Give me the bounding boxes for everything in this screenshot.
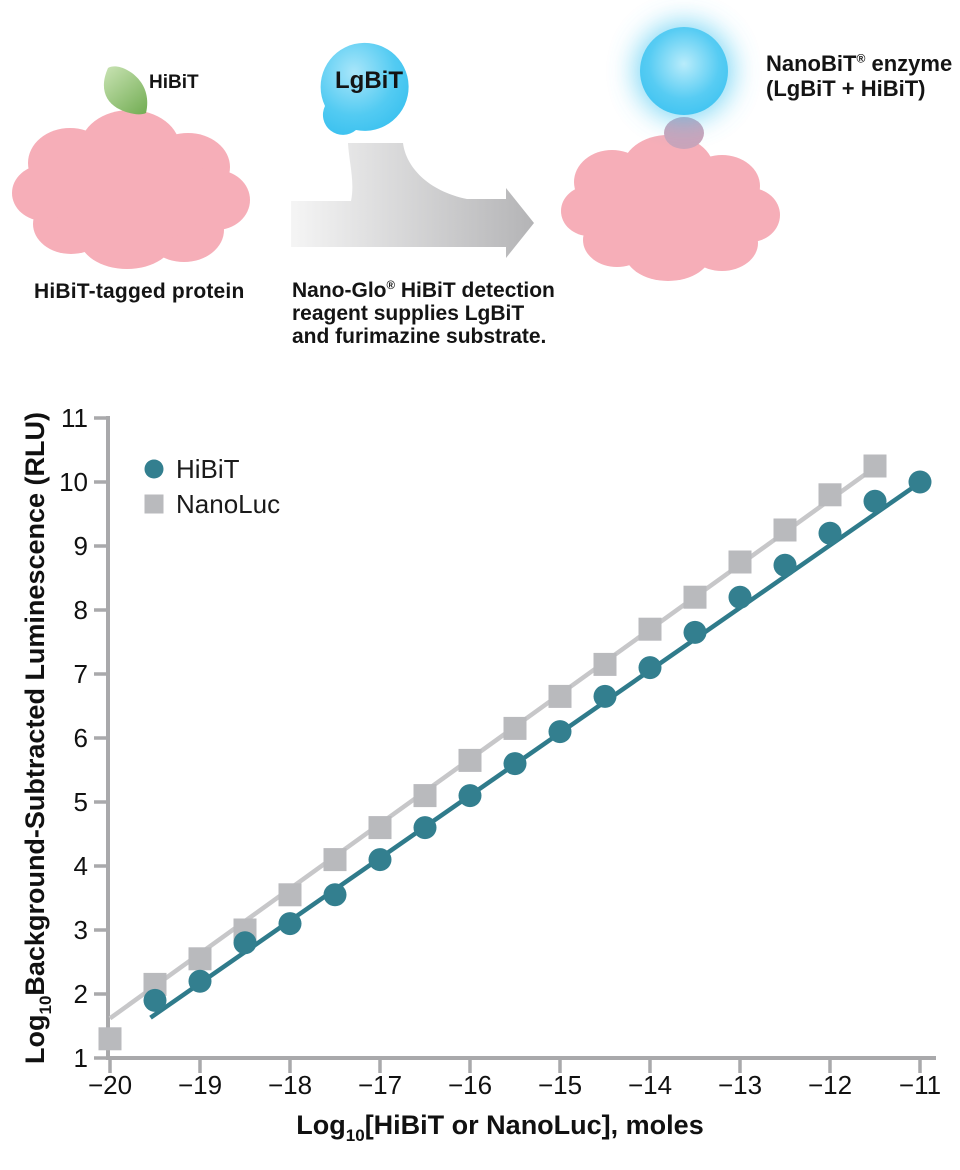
scatter-chart: −20 −19 −18 −17 −16 −15 −14 −13 −12 −11 1 2 3 4 5 6 7 8 9 1… — [20, 403, 941, 1145]
lgbit-bound-icon — [640, 27, 728, 115]
y-tick-label: 7 — [74, 659, 88, 689]
data-point-hibit — [593, 684, 617, 708]
data-point-nanoluc — [503, 716, 527, 740]
nanobit-caption: NanoBiT® enzyme (LgBiT + HiBiT) — [766, 51, 952, 101]
legend-marker-nanoluc — [144, 494, 164, 514]
data-point-nanoluc — [143, 972, 167, 996]
data-point-nanoluc — [773, 518, 797, 542]
data-point-hibit — [503, 752, 527, 776]
x-tick-label: −14 — [628, 1070, 672, 1100]
data-point-nanoluc — [323, 848, 347, 872]
x-tick-label: −20 — [88, 1070, 132, 1100]
data-point-nanoluc — [863, 454, 887, 478]
x-tick-label: −17 — [358, 1070, 402, 1100]
data-point-nanoluc — [368, 816, 392, 840]
x-axis-title: Log10[HiBiT or NanoLuc], moles — [296, 1110, 703, 1145]
lgbit-label: LgBiT — [335, 67, 403, 94]
x-tick-label: −19 — [178, 1070, 222, 1100]
legend-label-hibit: HiBiT — [176, 454, 240, 484]
x-tick-label: −18 — [268, 1070, 312, 1100]
y-tick-label: 11 — [61, 403, 88, 433]
registered-mark-icon: ® — [386, 280, 396, 292]
hibit-tag-label: HiBiT — [149, 72, 199, 93]
data-point-hibit — [548, 720, 572, 744]
arrow-caption-pre: Nano-Glo — [292, 279, 387, 302]
nanobit-caption-line2: (LgBiT + HiBiT) — [766, 76, 926, 101]
data-point-hibit — [773, 553, 797, 577]
data-point-nanoluc — [98, 1027, 122, 1051]
data-point-nanoluc — [548, 684, 572, 708]
y-tick-label: 5 — [74, 787, 88, 817]
y-tick-label: 10 — [59, 467, 88, 497]
y-tick-label: 6 — [74, 723, 88, 753]
data-point-hibit — [368, 848, 392, 872]
legend-marker-hibit — [144, 459, 164, 479]
reaction-arrow-icon — [291, 143, 534, 258]
data-point-hibit — [323, 883, 347, 907]
data-point-hibit — [863, 489, 887, 513]
x-tick-label: −16 — [448, 1070, 492, 1100]
bound-hibit-tag-icon — [664, 117, 704, 149]
y-axis-title: Log10Background-Subtracted Luminescence … — [20, 412, 55, 1064]
hibit-tagged-protein-blob — [12, 110, 250, 269]
registered-mark-icon: ® — [856, 51, 866, 66]
data-point-hibit — [233, 931, 257, 955]
mechanism-diagram — [12, 23, 780, 281]
hibit-tag-leaf-icon — [103, 66, 148, 115]
arrow-caption-line2: reagent supplies LgBiT — [292, 302, 525, 325]
arrow-caption-line3: and furimazine substrate. — [292, 325, 547, 348]
data-point-hibit — [683, 620, 707, 644]
protein-blob-right — [561, 135, 780, 281]
data-point-nanoluc — [818, 483, 842, 507]
y-tick-label: 4 — [74, 851, 88, 881]
lgbit-subunit-icon — [320, 42, 409, 135]
nanobit-caption-line1: NanoBiT® enzyme — [766, 51, 952, 76]
data-point-hibit — [818, 521, 842, 545]
x-tick-label: −13 — [718, 1070, 762, 1100]
data-point-hibit — [638, 656, 662, 680]
y-tick-label: 9 — [74, 531, 88, 561]
data-point-hibit — [728, 585, 752, 609]
x-tick-label: −11 — [899, 1070, 941, 1100]
data-point-hibit — [278, 912, 302, 936]
arrow-caption-line1: Nano-Glo® HiBiT detection — [292, 279, 555, 302]
data-point-nanoluc — [188, 947, 212, 971]
arrow-caption-post: HiBiT detection — [395, 279, 555, 302]
x-tick-label: −15 — [538, 1070, 582, 1100]
y-tick-label: 3 — [74, 915, 88, 945]
nanobit-caption-pre: NanoBiT — [766, 51, 857, 76]
data-point-nanoluc — [593, 652, 617, 676]
data-point-hibit — [188, 969, 212, 993]
x-tick-label: −12 — [808, 1070, 852, 1100]
legend-label-nanoluc: NanoLuc — [176, 489, 280, 519]
nanobit-caption-post: enzyme — [865, 51, 953, 76]
data-point-hibit — [413, 816, 437, 840]
nanobit-complex — [561, 23, 780, 281]
data-point-nanoluc — [638, 617, 662, 641]
y-tick-label: 2 — [74, 979, 88, 1009]
data-point-nanoluc — [278, 883, 302, 907]
trend-line-hibit — [149, 478, 924, 1020]
trend-line-nanoluc — [108, 462, 881, 1021]
data-point-nanoluc — [728, 550, 752, 574]
y-tick-label: 1 — [74, 1043, 88, 1073]
data-point-nanoluc — [683, 585, 707, 609]
data-point-hibit — [458, 784, 482, 808]
data-point-nanoluc — [413, 784, 437, 808]
arrow-caption: Nano-Glo® HiBiT detection reagent suppli… — [292, 279, 555, 348]
data-point-hibit — [143, 988, 167, 1012]
y-tick-label: 8 — [74, 595, 88, 625]
data-point-hibit — [908, 470, 932, 494]
data-point-nanoluc — [458, 748, 482, 772]
left-caption: HiBiT-tagged protein — [34, 280, 245, 303]
